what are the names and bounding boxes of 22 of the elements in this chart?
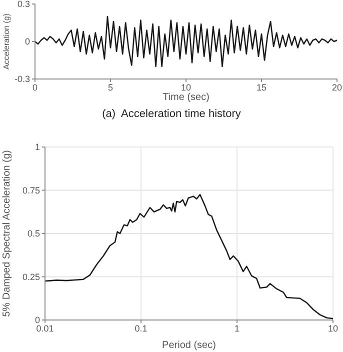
x-tick-label: 1 <box>234 323 240 334</box>
x-tick-label: 15 <box>256 82 267 92</box>
y-tick-label: -0.3 <box>14 74 30 84</box>
x-axis-title: Period (sec) <box>162 340 216 351</box>
x-tick-label: 0.1 <box>134 323 148 334</box>
y-axis-title: 5% Damped Spectral Acceleration (g) <box>2 150 13 317</box>
y-tick-label: 0.5 <box>27 228 40 239</box>
x-tick-label: 20 <box>332 82 342 92</box>
text: (a) Acceleration time history <box>101 108 242 120</box>
x-tick-label: 5 <box>108 82 114 92</box>
y-tick-label: 0.75 <box>22 185 40 196</box>
x-tick-label: 0.01 <box>36 323 54 334</box>
y-axis-title: Acceleration (g) <box>2 13 11 70</box>
y-tick-label: 1 <box>34 142 40 152</box>
line-series <box>35 16 337 68</box>
y-tick-label: 0.3 <box>17 0 30 10</box>
x-tick-label: 10 <box>328 323 338 334</box>
x-tick-label: 10 <box>180 82 192 92</box>
y-tick-label: 0.25 <box>22 272 40 282</box>
x-axis-title: Time (sec) <box>162 92 210 103</box>
y-tick-label: 0 <box>24 36 30 47</box>
y-tick-label: 0 <box>34 315 40 326</box>
